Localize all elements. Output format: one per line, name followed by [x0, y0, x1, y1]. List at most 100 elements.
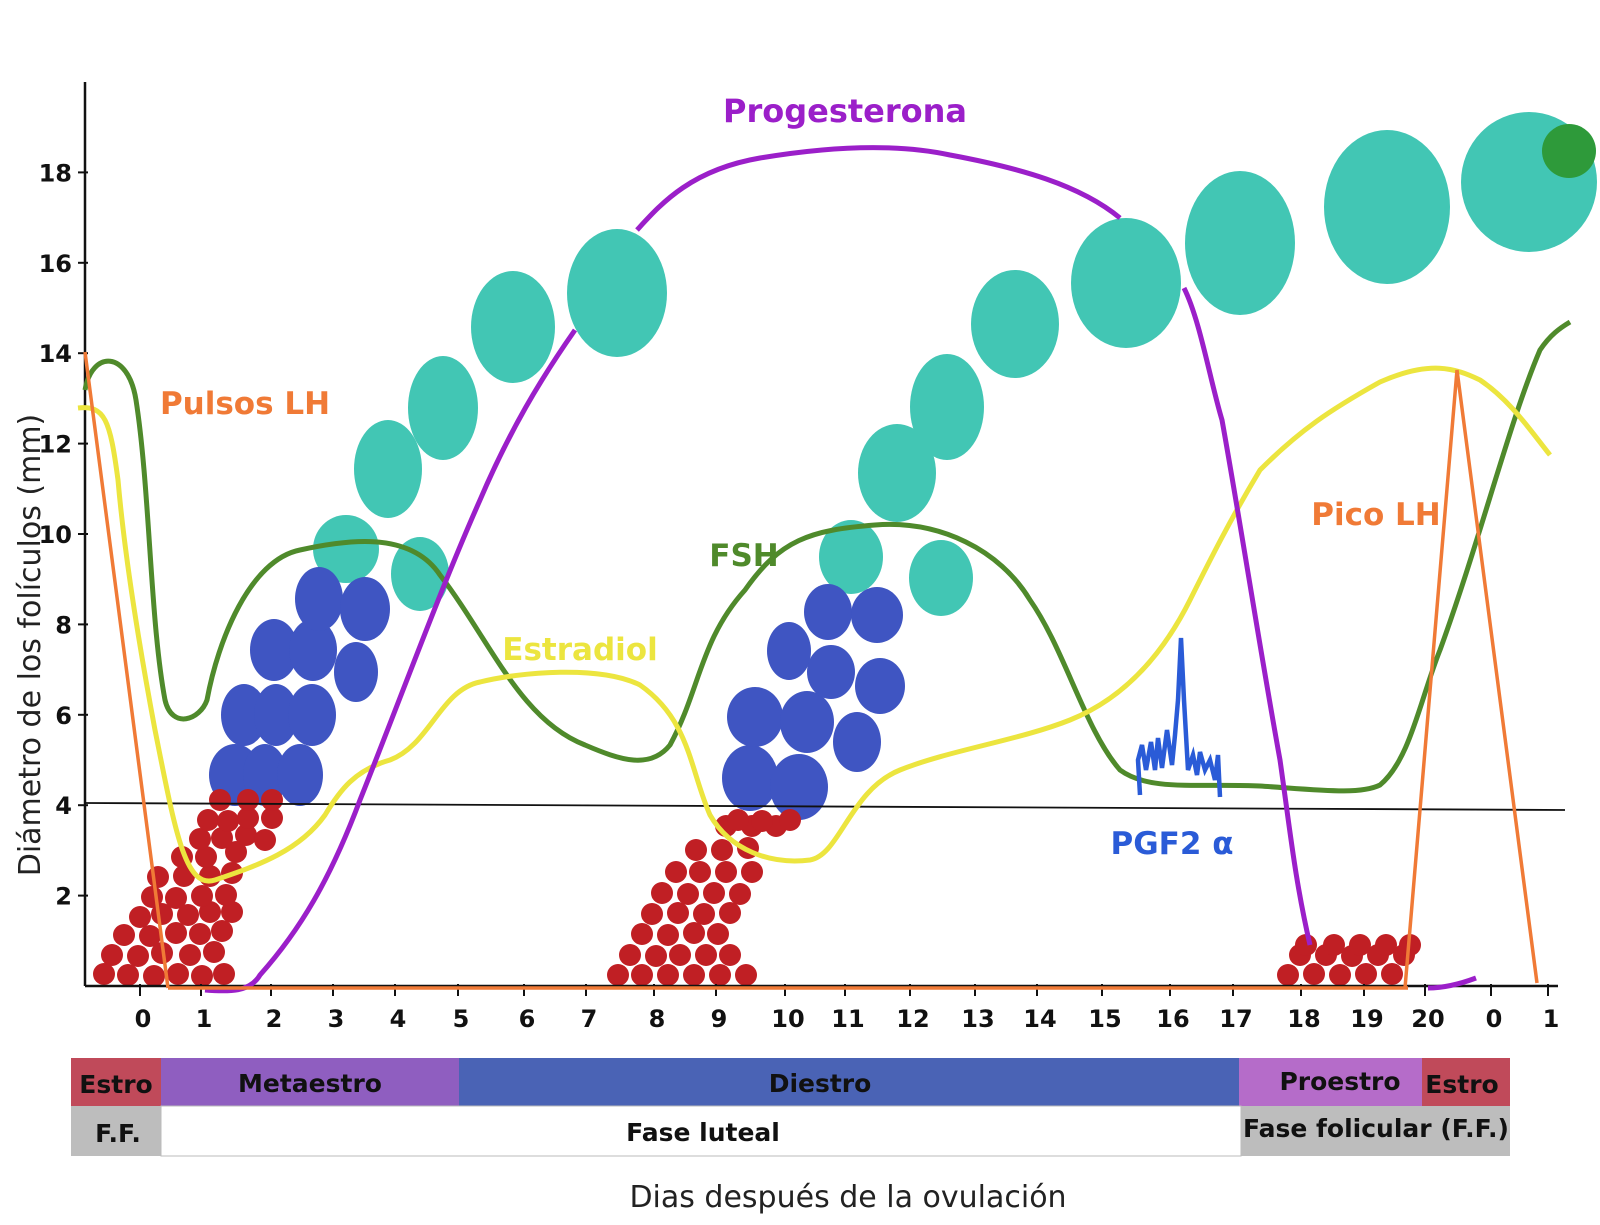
phase-label-diestro: Diestro — [769, 1069, 872, 1098]
small-follicle — [1349, 934, 1371, 956]
medium-follicle — [851, 587, 903, 643]
y-tick-label: 2 — [55, 883, 72, 911]
x-tick-label: 13 — [961, 1005, 994, 1033]
small-follicle — [191, 885, 213, 907]
y-tick-label: 8 — [55, 611, 72, 639]
medium-follicle — [277, 744, 323, 806]
small-follicle — [695, 944, 717, 966]
small-follicle — [1381, 963, 1403, 985]
x-tick-label: 12 — [896, 1005, 929, 1033]
small-follicle — [211, 920, 233, 942]
y-tick-label: 18 — [39, 159, 72, 187]
series-line-progesterona-peak — [637, 148, 1120, 230]
label-fsh: FSH — [709, 538, 778, 574]
small-follicle — [689, 861, 711, 883]
small-follicle — [685, 839, 707, 861]
x-tick-label: 18 — [1287, 1005, 1320, 1033]
small-follicle — [667, 902, 689, 924]
small-follicle — [165, 887, 187, 909]
small-follicle — [741, 861, 763, 883]
x-tick-label: 0 — [1486, 1005, 1503, 1033]
x-tick-label: 0 — [135, 1005, 152, 1033]
small-follicle — [254, 829, 276, 851]
threshold-line — [85, 803, 1565, 810]
small-follicle — [631, 964, 653, 986]
small-follicle — [715, 861, 737, 883]
x-axis-title: Dias después de la ovulación — [629, 1180, 1066, 1215]
small-follicle — [189, 828, 211, 850]
x-tick-label: 1 — [1543, 1005, 1560, 1033]
large-follicle — [471, 271, 555, 383]
small-follicle — [1375, 934, 1397, 956]
large-follicle — [408, 356, 478, 460]
medium-follicle — [767, 622, 811, 680]
x-tick-label: 20 — [1411, 1005, 1444, 1033]
y-tick-label: 14 — [39, 340, 72, 368]
small-follicle — [703, 882, 725, 904]
small-follicle — [727, 809, 749, 831]
label-estradiol: Estradiol — [502, 632, 657, 668]
small-follicle — [751, 810, 773, 832]
x-tick-label: 19 — [1350, 1005, 1383, 1033]
small-follicle — [147, 866, 169, 888]
large-follicle — [567, 229, 667, 357]
small-follicle — [101, 944, 123, 966]
label-pico-lh: Pico LH — [1311, 497, 1441, 533]
small-follicle — [709, 964, 731, 986]
medium-follicle — [807, 645, 855, 699]
x-tick-label: 9 — [711, 1005, 728, 1033]
small-follicle — [657, 924, 679, 946]
small-follicle — [657, 964, 679, 986]
medium-follicle — [722, 745, 778, 811]
small-follicle — [141, 886, 163, 908]
series-line-pico-lh — [1405, 370, 1537, 988]
x-tick-label: 6 — [519, 1005, 536, 1033]
small-follicle — [209, 789, 231, 811]
medium-follicle — [833, 712, 881, 772]
small-follicle — [1355, 963, 1377, 985]
x-axis-ticks: 0 1 2 3 4 5 6 7 8 9 10 11 12 13 14 15 16 17 18 19 20 0 1 — [135, 984, 1560, 1033]
small-follicle — [645, 945, 667, 967]
medium-follicle — [804, 584, 852, 640]
small-follicle — [179, 944, 201, 966]
small-follicle — [1329, 964, 1351, 986]
small-follicle — [683, 964, 705, 986]
small-follicle — [779, 809, 801, 831]
small-follicle — [261, 789, 283, 811]
x-tick-label: 17 — [1219, 1005, 1252, 1033]
small-follicle — [619, 944, 641, 966]
small-follicle — [693, 903, 715, 925]
phase-band: Estro Metaestro Diestro Proestro Estro — [71, 1058, 1510, 1106]
medium-follicle — [855, 658, 905, 714]
medium-follicle — [340, 577, 390, 641]
x-tick-label: 14 — [1023, 1005, 1056, 1033]
large-follicle — [971, 270, 1059, 378]
y-tick-label: 4 — [55, 792, 72, 820]
y-tick-label: 16 — [39, 250, 72, 278]
large-follicle — [354, 420, 422, 518]
x-tick-label: 10 — [771, 1005, 804, 1033]
small-follicle — [641, 903, 663, 925]
x-tick-label: 4 — [390, 1005, 407, 1033]
x-tick-label: 15 — [1088, 1005, 1121, 1033]
small-follicle — [215, 884, 237, 906]
small-follicle — [237, 789, 259, 811]
medium-follicles — [209, 567, 905, 820]
small-follicle — [203, 941, 225, 963]
medium-follicle — [334, 642, 378, 702]
small-follicle — [719, 944, 741, 966]
small-follicle — [1303, 963, 1325, 985]
y-tick-label: 6 — [55, 702, 72, 730]
stage-label-ff: F.F. — [95, 1119, 141, 1148]
medium-follicle — [295, 567, 343, 631]
small-follicle — [735, 964, 757, 986]
stage-label-fase-luteal: Fase luteal — [626, 1118, 780, 1147]
phase-label-estro-end: Estro — [1425, 1070, 1498, 1099]
small-follicle — [117, 964, 139, 986]
small-follicle — [189, 923, 211, 945]
small-follicle — [167, 963, 189, 985]
ovulatory-follicle-dot — [1542, 124, 1596, 178]
small-follicle — [213, 963, 235, 985]
small-follicle — [143, 965, 165, 987]
small-follicle — [669, 944, 691, 966]
